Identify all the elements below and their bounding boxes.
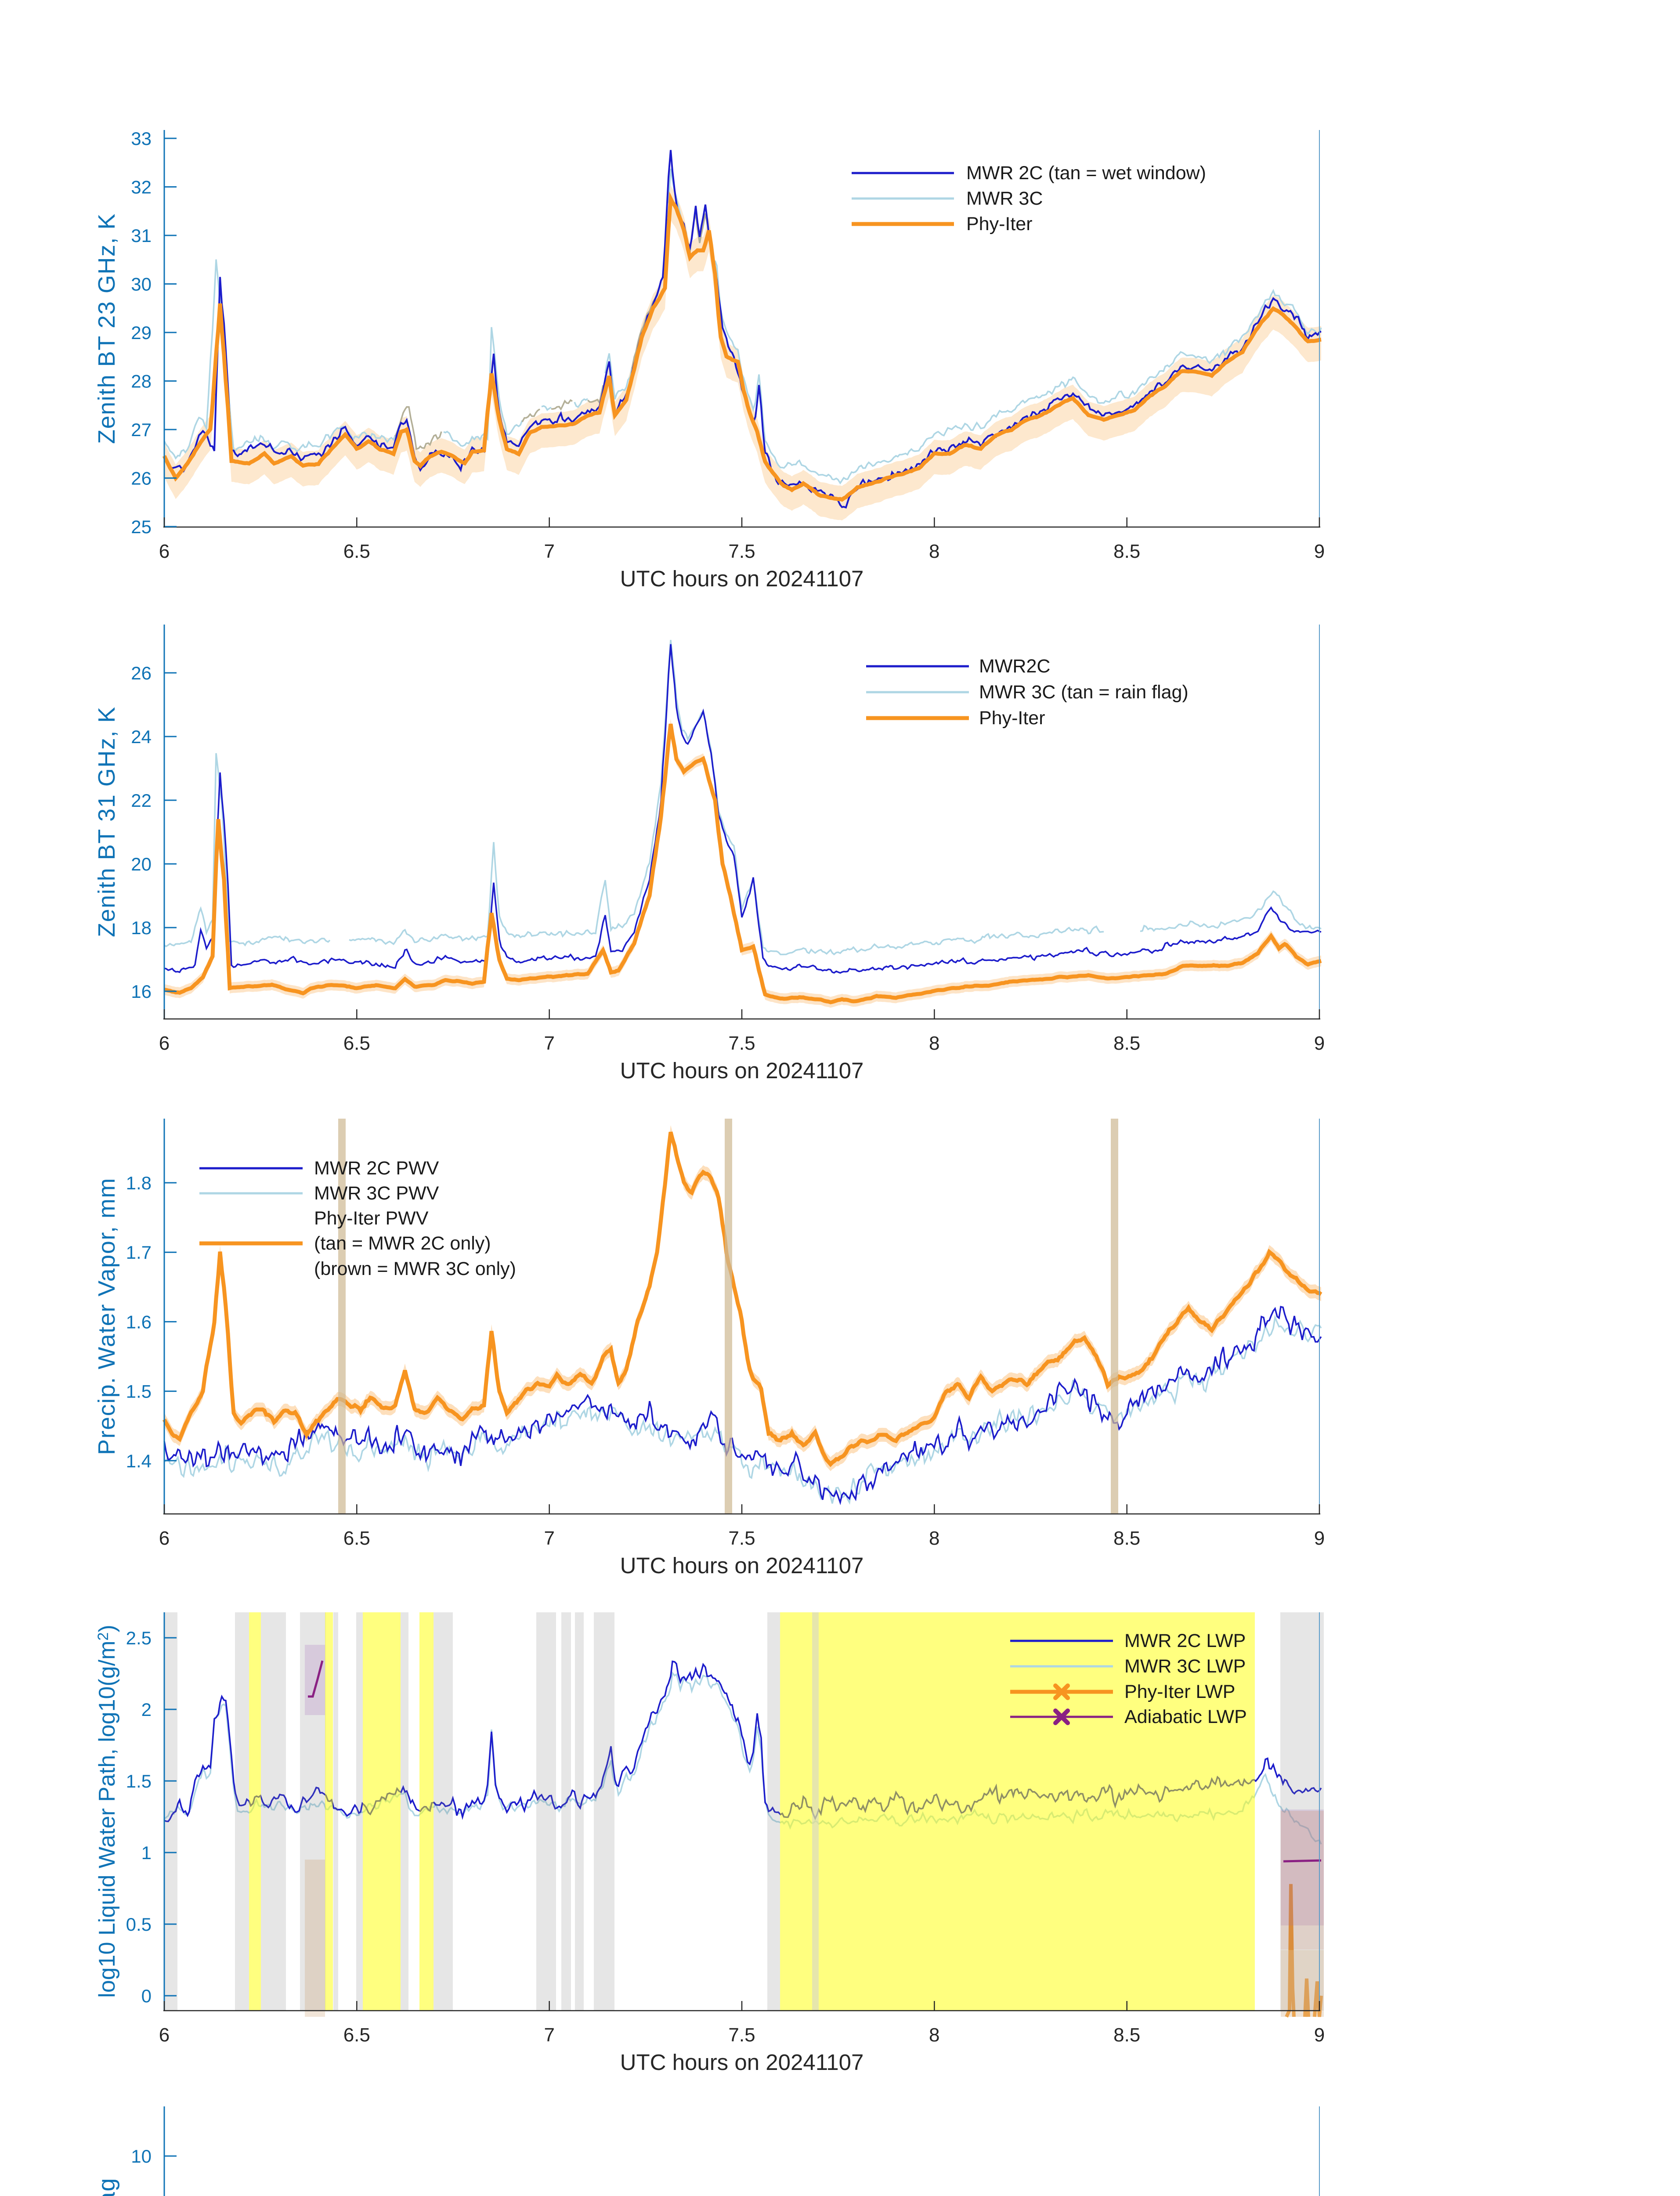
svg-text:6: 6 <box>159 1033 170 1054</box>
svg-text:1.8: 1.8 <box>126 1173 152 1193</box>
svg-text:7: 7 <box>544 541 554 562</box>
svg-text:7: 7 <box>544 1528 554 1549</box>
svg-text:MWR 2C (tan = wet window): MWR 2C (tan = wet window) <box>966 163 1206 184</box>
svg-text:22: 22 <box>131 790 152 811</box>
svg-text:2.5: 2.5 <box>126 1628 152 1648</box>
svg-text:27: 27 <box>131 419 152 440</box>
svg-text:8: 8 <box>929 1528 939 1549</box>
svg-text:2: 2 <box>141 1699 152 1720</box>
svg-text:7.5: 7.5 <box>728 541 755 562</box>
svg-text:18: 18 <box>131 917 152 938</box>
svg-text:MWR 2C PWV: MWR 2C PWV <box>314 1158 439 1179</box>
svg-text:1.6: 1.6 <box>126 1311 152 1332</box>
svg-text:29: 29 <box>131 322 152 343</box>
svg-text:1.5: 1.5 <box>126 1771 152 1791</box>
svg-text:16: 16 <box>131 981 152 1002</box>
svg-text:7: 7 <box>544 2024 554 2046</box>
svg-text:6.5: 6.5 <box>343 2024 370 2046</box>
svg-text:MWR 3C PWV: MWR 3C PWV <box>314 1183 439 1204</box>
svg-text:8: 8 <box>929 2024 939 2046</box>
svg-text:UTC hours on 20241107: UTC hours on 20241107 <box>620 1553 864 1578</box>
svg-text:MWR 2C LWP: MWR 2C LWP <box>1124 1630 1246 1651</box>
svg-text:(tan = MWR 2C only): (tan = MWR 2C only) <box>314 1233 491 1254</box>
svg-text:7.5: 7.5 <box>728 2024 755 2046</box>
svg-text:31: 31 <box>131 225 152 246</box>
svg-text:UTC hours on 20241107: UTC hours on 20241107 <box>620 2050 864 2075</box>
svg-text:UTC hours on 20241107: UTC hours on 20241107 <box>620 566 864 591</box>
svg-text:MWR Phy Iter DQ Flag: MWR Phy Iter DQ Flag <box>94 2178 120 2196</box>
svg-text:9: 9 <box>1314 1033 1325 1054</box>
svg-text:10: 10 <box>131 2146 152 2167</box>
svg-text:32: 32 <box>131 177 152 198</box>
svg-text:0: 0 <box>141 1986 152 2006</box>
svg-text:Phy-Iter LWP: Phy-Iter LWP <box>1124 1681 1235 1702</box>
svg-text:7.5: 7.5 <box>728 1033 755 1054</box>
svg-text:33: 33 <box>131 128 152 149</box>
svg-text:6: 6 <box>159 1528 170 1549</box>
svg-text:MWR 3C LWP: MWR 3C LWP <box>1124 1656 1246 1677</box>
svg-text:1: 1 <box>141 1842 152 1863</box>
svg-text:6.5: 6.5 <box>343 541 370 562</box>
svg-text:8.5: 8.5 <box>1113 1528 1140 1549</box>
svg-text:MWR 3C: MWR 3C <box>966 188 1043 209</box>
svg-text:Zenith BT 31 GHz, K: Zenith BT 31 GHz, K <box>94 706 120 937</box>
svg-text:8.5: 8.5 <box>1113 2024 1140 2046</box>
svg-text:MWR2C: MWR2C <box>979 656 1050 677</box>
svg-text:UTC hours on 20241107: UTC hours on 20241107 <box>620 1058 864 1083</box>
svg-text:9: 9 <box>1314 541 1325 562</box>
svg-text:1.7: 1.7 <box>126 1242 152 1263</box>
svg-text:Phy-Iter: Phy-Iter <box>966 213 1033 235</box>
svg-text:(brown = MWR 3C only): (brown = MWR 3C only) <box>314 1258 516 1279</box>
svg-text:8: 8 <box>929 541 939 562</box>
svg-text:25: 25 <box>131 516 152 537</box>
svg-text:6: 6 <box>159 541 170 562</box>
svg-text:Phy-Iter: Phy-Iter <box>979 708 1045 729</box>
svg-text:7.5: 7.5 <box>728 1528 755 1549</box>
svg-text:6: 6 <box>159 2024 170 2046</box>
svg-text:8: 8 <box>929 1033 939 1054</box>
svg-text:MWR 3C (tan = rain flag): MWR 3C (tan = rain flag) <box>979 682 1189 703</box>
svg-text:0.5: 0.5 <box>126 1914 152 1935</box>
svg-text:Adiabatic LWP: Adiabatic LWP <box>1124 1706 1247 1727</box>
svg-text:26: 26 <box>131 468 152 489</box>
svg-text:8.5: 8.5 <box>1113 541 1140 562</box>
svg-text:9: 9 <box>1314 1528 1325 1549</box>
svg-text:28: 28 <box>131 371 152 392</box>
svg-text:1.4: 1.4 <box>126 1451 152 1471</box>
svg-text:6.5: 6.5 <box>343 1528 370 1549</box>
svg-text:9: 9 <box>1314 2024 1325 2046</box>
svg-text:30: 30 <box>131 274 152 295</box>
svg-text:Phy-Iter PWV: Phy-Iter PWV <box>314 1208 429 1229</box>
svg-text:6.5: 6.5 <box>343 1033 370 1054</box>
svg-text:20: 20 <box>131 854 152 874</box>
svg-text:8.5: 8.5 <box>1113 1033 1140 1054</box>
svg-text:log10 Liquid Water Path, log10: log10 Liquid Water Path, log10(g/m2) <box>94 1625 120 1997</box>
svg-text:Precip. Water Vapor, mm: Precip. Water Vapor, mm <box>94 1177 120 1455</box>
svg-text:1.5: 1.5 <box>126 1381 152 1402</box>
svg-text:26: 26 <box>131 663 152 683</box>
svg-text:24: 24 <box>131 726 152 747</box>
svg-text:7: 7 <box>544 1033 554 1054</box>
svg-text:Zenith BT 23 GHz, K: Zenith BT 23 GHz, K <box>94 213 120 444</box>
